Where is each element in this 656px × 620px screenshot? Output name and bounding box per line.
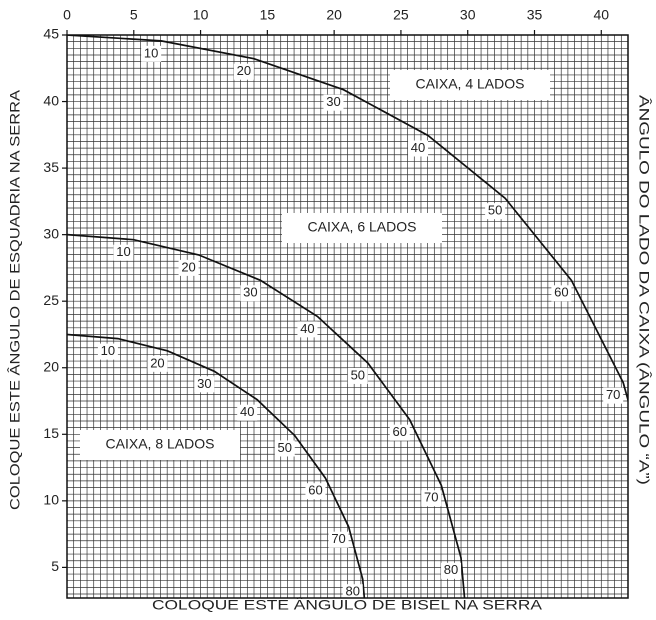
series-label: CAIXA, 6 LADOS [308, 219, 417, 235]
y-tick-label: 15 [43, 425, 59, 441]
curves: 10 20 30 40 50 60 70 80 10 20 30 40 50 60 70 80 10 20 30 40… [67, 35, 656, 599]
x-tick-label: 5 [130, 7, 138, 23]
point-label-bg [485, 203, 506, 220]
point-label: 50 [351, 367, 365, 382]
point-label-bg [194, 376, 215, 393]
y-axis-title: COLOQUE ESTE ÂNGULO DE ESQUADRIA NA SERR… [7, 89, 23, 510]
point-label-bg [342, 584, 363, 598]
point-label: 80 [444, 562, 458, 577]
point-label-bg [603, 387, 624, 404]
point-label-bg [636, 508, 656, 524]
point-label: 80 [345, 584, 359, 599]
x-tick-label: 15 [260, 7, 276, 23]
plot-frame [66, 34, 629, 599]
x-tick-label: 25 [393, 7, 409, 23]
x-tick-label: 40 [593, 7, 609, 23]
point-label: 80 [639, 507, 653, 522]
point-label: 20 [150, 355, 164, 370]
point-label-bg [297, 321, 318, 338]
y-tick-label: 30 [43, 225, 59, 241]
point-label: 40 [240, 404, 254, 419]
point-label-bg [323, 94, 344, 111]
x-tick-label: 0 [63, 7, 71, 23]
point-label: 30 [326, 94, 340, 109]
series-label-bg [282, 213, 442, 243]
point-label: 70 [331, 531, 345, 546]
point-label-bg [113, 244, 134, 261]
y-tick-label: 25 [43, 292, 59, 308]
point-label: 30 [197, 376, 211, 391]
x-tick-label: 35 [527, 7, 543, 23]
point-label: 70 [606, 387, 620, 402]
point-label: 60 [554, 285, 568, 300]
y-tick-label: 35 [43, 159, 59, 175]
x-tick-label: 20 [326, 7, 342, 23]
point-label-bg [347, 367, 368, 384]
y-tick-label: 10 [43, 492, 59, 508]
point-label: 10 [144, 45, 158, 60]
point-label-bg [178, 259, 199, 276]
point-label-bg [237, 404, 258, 421]
point-label: 10 [116, 244, 130, 259]
point-label: 70 [424, 490, 438, 505]
x-tick-label: 30 [460, 7, 476, 23]
point-label: 50 [488, 203, 502, 218]
point-label: 60 [393, 424, 407, 439]
point-label-bg [233, 63, 254, 80]
y-tick-label: 20 [43, 358, 59, 374]
point-label-bg [141, 45, 162, 62]
point-label-bg [274, 440, 295, 457]
x-axis-title: COLOQUE ESTE ÂNGULO DE BISEL NA SERRA [152, 597, 543, 613]
y-tick-label: 40 [43, 92, 59, 108]
point-label-bg [551, 285, 572, 302]
point-label: 60 [308, 483, 322, 498]
point-label-bg [305, 483, 326, 500]
point-label-bg [389, 424, 410, 441]
curve [67, 233, 466, 598]
curve [67, 333, 366, 598]
point-label-bg [421, 490, 442, 507]
point-label: 40 [300, 321, 314, 336]
point-label: 10 [101, 343, 115, 358]
point-label-bg [97, 343, 118, 360]
y2-axis-title: ÂNGULO DO LADO DA CAIXA (ÂNGULO “A”) [636, 95, 652, 485]
point-label: 20 [237, 63, 251, 78]
x-tick-label: 10 [193, 7, 209, 23]
point-label-bg [147, 355, 168, 372]
point-label-bg [240, 285, 261, 302]
series-label-bg [80, 430, 240, 460]
point-label: 40 [411, 140, 425, 155]
series-label: CAIXA, 4 LADOS [416, 76, 525, 92]
point-label-bg [441, 562, 462, 579]
point-label: 30 [243, 285, 257, 300]
y-tick-label: 45 [43, 26, 59, 42]
y-tick-label: 5 [51, 558, 59, 574]
curve [67, 35, 628, 404]
point-label: 50 [278, 440, 292, 455]
series-label-bg [390, 70, 550, 100]
point-label-bg [408, 140, 429, 157]
point-label-bg [328, 531, 349, 548]
point-label: 20 [181, 259, 195, 274]
series-label: CAIXA, 8 LADOS [106, 436, 215, 452]
grid [66, 34, 629, 598]
